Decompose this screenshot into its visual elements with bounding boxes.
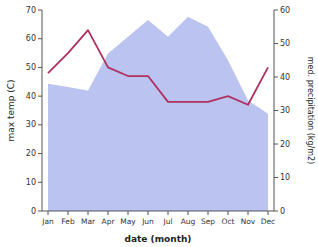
chart-svg: 0 10 20 30 40 50 60 70 0 10 20 30 40 50 60 Jan Feb Mar Apr…	[0, 0, 318, 247]
x-tick	[88, 211, 89, 215]
x-tick	[188, 211, 189, 215]
x-tick	[48, 211, 49, 215]
x-tick-label: Jul	[162, 217, 172, 226]
x-tick-label: Jun	[141, 217, 154, 226]
y2-tick	[274, 144, 278, 145]
x-tick-label: May	[120, 217, 136, 226]
y-tick	[38, 211, 42, 212]
x-tick-label: Sep	[201, 217, 215, 226]
precip-area	[48, 17, 268, 211]
y2-tick-label: 50	[280, 39, 290, 48]
y2-tick	[274, 77, 278, 78]
axes: 0 10 20 30 40 50 60 70 0 10 20 30 40 50 60 Jan Feb Mar Apr…	[26, 6, 290, 227]
y2-tick	[274, 110, 278, 111]
y-axis-line	[42, 10, 43, 211]
x-tick-label: Jan	[41, 217, 54, 226]
y2-tick-label: 30	[280, 106, 290, 115]
y-tick	[38, 67, 42, 68]
x-tick-label: Feb	[61, 217, 75, 226]
x-tick-label: Dec	[261, 217, 276, 226]
chart-container: 0 10 20 30 40 50 60 70 0 10 20 30 40 50 60 Jan Feb Mar Apr…	[0, 0, 318, 247]
y-tick-label: 40	[26, 92, 36, 101]
y2-tick	[274, 211, 278, 212]
y2-tick	[274, 177, 278, 178]
x-tick-label: Mar	[81, 217, 96, 226]
y-tick	[38, 153, 42, 154]
y-tick	[38, 124, 42, 125]
x-tick	[168, 211, 169, 215]
y-tick	[38, 10, 42, 11]
y-tick-label: 30	[26, 120, 36, 129]
y2-tick-label: 0	[280, 207, 285, 216]
x-tick	[208, 211, 209, 215]
x-axis-label: date (month)	[125, 234, 192, 244]
y-tick	[38, 96, 42, 97]
y-tick	[38, 182, 42, 183]
y-tick-label: 60	[26, 34, 36, 43]
y-tick	[38, 38, 42, 39]
y-tick-label: 70	[26, 6, 36, 15]
x-tick	[248, 211, 249, 215]
y-tick-label: 20	[26, 149, 36, 158]
x-tick-label: Aug	[181, 217, 196, 226]
y-tick-label: 50	[26, 63, 36, 72]
x-tick-label: Nov	[241, 217, 256, 226]
x-tick	[68, 211, 69, 215]
y2-tick-label: 10	[280, 173, 290, 182]
x-axis-line	[42, 211, 274, 212]
x-tick-label: Apr	[102, 217, 116, 226]
y-tick-label: 10	[26, 178, 36, 187]
y2-tick	[274, 10, 278, 11]
y2-axis-label: med. precipitation (kg/m2)	[306, 57, 315, 164]
x-tick	[268, 211, 269, 215]
temp-line	[48, 30, 268, 105]
y2-tick-label: 40	[280, 73, 290, 82]
x-tick-label: Oct	[222, 217, 235, 226]
y2-tick-label: 20	[280, 140, 290, 149]
y2-tick-label: 60	[280, 6, 290, 15]
x-tick	[148, 211, 149, 215]
x-tick	[128, 211, 129, 215]
y-axis-label: max temp (C)	[6, 79, 16, 141]
y-tick-label: 0	[31, 207, 36, 216]
x-tick	[228, 211, 229, 215]
x-tick	[108, 211, 109, 215]
y2-tick	[274, 43, 278, 44]
plot-area	[48, 17, 268, 211]
